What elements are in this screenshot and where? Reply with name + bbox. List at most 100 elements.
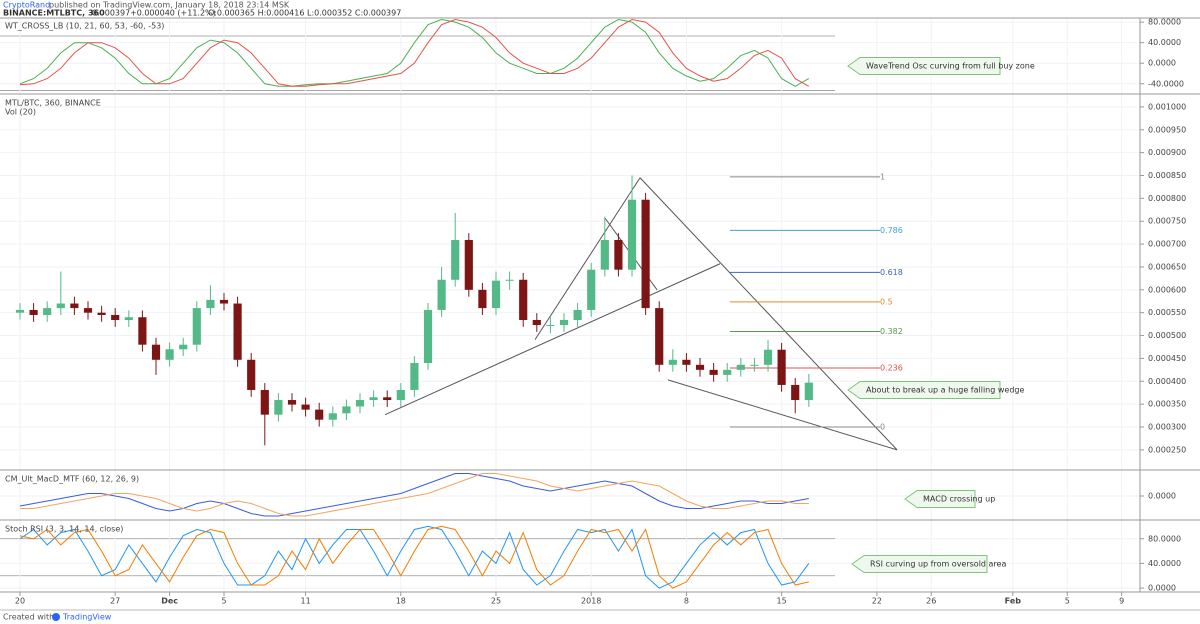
x-tick-label: Dec [161,597,178,606]
candle-body [124,317,133,320]
candle-body [777,349,786,385]
y-tick-label: 0.000450 [1148,354,1186,363]
candle-body [301,404,310,410]
callout-text: WaveTrend Osc curving from full buy zone [866,62,1035,71]
indicator-line [19,18,810,87]
trendline [534,177,641,340]
y-tick-label: 0.000650 [1148,262,1186,271]
callout-text: MACD crossing up [923,495,995,504]
y-tick-label: 0.000350 [1148,400,1186,409]
pane-title: WT_CROSS_LB (10, 21, 60, 53, -60, -53) [5,22,164,31]
author[interactable]: CryptoRand [3,1,50,10]
candle-body [206,299,215,309]
x-tick-label: 15 [777,597,787,606]
y-tick-label: 0.000700 [1148,240,1186,249]
y-tick-label: 0.000800 [1148,194,1186,203]
candle-body [233,303,242,360]
candle-body [97,312,106,315]
trendline [384,263,721,416]
candle-body [682,359,691,365]
trendline [667,379,898,451]
candle-body [519,279,528,320]
y-tick-label: 0.000750 [1148,217,1186,226]
x-tick-label: 5 [221,597,226,606]
y-tick-label: 0.000400 [1148,377,1186,386]
candle-body [614,239,623,270]
candle-body [763,349,773,365]
candle-body [641,199,650,309]
y-tick-label: 0.000250 [1148,445,1186,454]
pane-title: Stoch RSI (3, 3, 14, 14, close) [5,525,123,534]
candle-body [396,389,405,401]
candle-body [274,400,283,415]
candle-body [627,199,637,270]
candle-body [491,280,501,309]
x-tick-label: 2018 [581,597,601,606]
x-tick-label: 9 [1119,597,1124,606]
x-tick-label: 18 [396,597,406,606]
x-tick-label: 20 [15,597,25,606]
published: published on TradingView.com, January 18… [49,1,290,10]
candle-body [342,406,351,414]
fib-label: 0 [880,423,885,432]
candle-body [451,239,460,280]
y-tick-label: 0.000850 [1148,171,1186,180]
candle-body [736,364,745,370]
fib-label: 0.236 [880,363,903,372]
candle-body [165,349,174,360]
y-tick-label: 0.001000 [1148,102,1186,111]
y-tick-label: 40.0000 [1148,559,1181,568]
y-tick-label: 0.000600 [1148,285,1186,294]
candle-body [668,359,677,365]
last-price: 0.000397 [92,9,130,18]
candle-body [423,309,433,363]
candle-body [804,382,813,401]
candle-body [179,344,188,350]
y-tick-label: 0.000950 [1148,125,1186,134]
price-change: +0.000040 (+11.2%) [130,9,216,18]
candle-body [151,344,161,360]
x-tick-label: 11 [301,597,311,606]
fib-label: 0.786 [880,226,903,235]
y-tick-label: 80.0000 [1148,18,1181,27]
x-tick-label: Feb [1005,597,1022,606]
callout-box [847,57,1001,75]
callout-box [904,490,976,508]
created-with: Created with [3,613,54,622]
candle-body [559,320,569,326]
trendline [639,177,898,451]
indicator-line [19,473,809,517]
y-tick-label: 0.000900 [1148,148,1186,157]
axes: WT_CROSS_LB (10, 21, 60, 53, -60, -53) 80… [0,17,1200,606]
symbol: BINANCE:MTLBTC, 360 [3,9,105,18]
candle-body [437,279,446,310]
brand[interactable]: TradingView [62,613,112,622]
candle-body [138,317,147,345]
candle-body [600,239,609,270]
y-tick-label: 0.000500 [1148,331,1186,340]
candle-body [83,308,93,313]
candle-body [695,364,705,370]
candle-body [219,299,229,304]
x-tick-label: 22 [872,597,882,606]
candle-body [111,314,120,320]
fib-label: 0.618 [880,268,903,277]
candle-body [328,413,337,420]
candle-body [573,309,582,320]
x-tick-label: 8 [684,597,689,606]
candle-body [709,369,718,375]
candle-body [192,308,201,345]
y-tick-label: 0.000550 [1148,308,1186,317]
candle-body [532,320,541,326]
y-tick-label: 0.000300 [1148,423,1186,432]
y-tick-label: 80.0000 [1148,534,1181,543]
candle-body [260,389,269,415]
candle-body [315,409,324,420]
candle-body [43,308,52,315]
candle-body [369,397,378,401]
y-tick-label: 0.0000 [1148,584,1176,593]
candle-body [791,384,800,401]
candle-body [723,369,732,375]
y-tick-label: -40.0000 [1148,79,1184,88]
